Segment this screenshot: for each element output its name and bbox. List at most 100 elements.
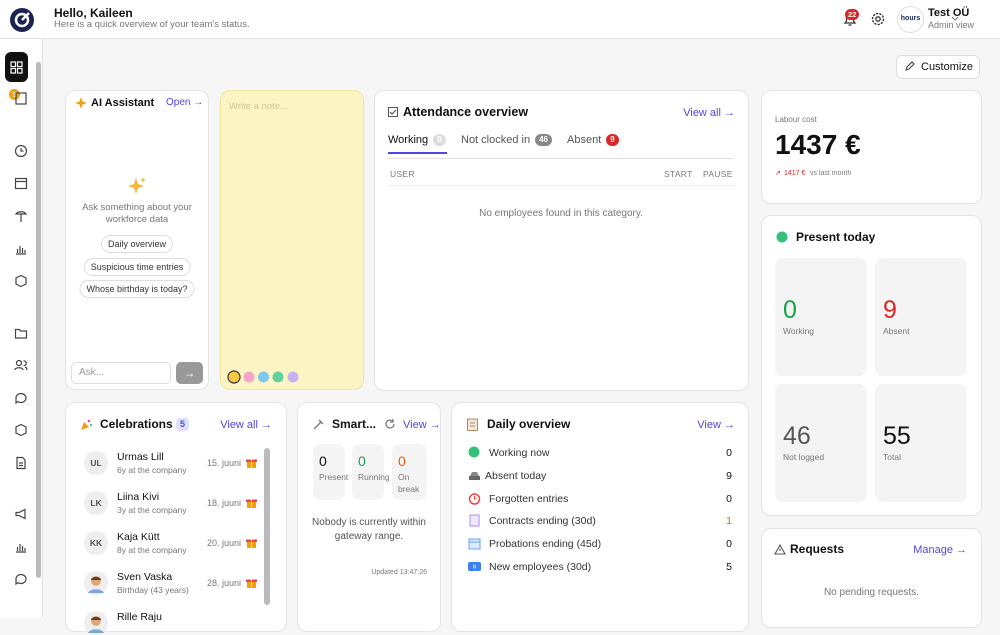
attendance-view-all[interactable]: View all → (683, 107, 735, 119)
color-yellow[interactable] (227, 370, 241, 384)
greeting: Hello, Kaileen (54, 6, 133, 20)
celebrations-card (65, 402, 287, 632)
account-chevron[interactable] (951, 16, 959, 22)
nav-documents[interactable] (14, 456, 28, 470)
dashboard: Hello, Kaileen Here is a quick overview … (0, 6, 1000, 633)
tab-label[interactable]: Absent (567, 134, 602, 146)
nav-statistics[interactable] (14, 540, 28, 554)
app-logo[interactable] (9, 7, 35, 33)
tab-count: 9 (606, 134, 619, 146)
smart-view[interactable]: View → (403, 419, 441, 431)
daily-item-icon (468, 538, 481, 550)
daily-icon (467, 418, 478, 431)
ai-open-link[interactable]: Open → (166, 97, 204, 108)
daily-item-value: 5 (726, 561, 732, 573)
avatar-initials: UL (84, 451, 108, 475)
color-purple[interactable] (287, 371, 299, 383)
celebrations-scrollbar[interactable] (264, 448, 270, 605)
celebration-name[interactable]: Rille Raju (117, 611, 162, 623)
nav-tasks[interactable] (14, 91, 28, 105)
company-logo[interactable] (897, 6, 924, 33)
ai-title: AI Assistant (91, 97, 155, 109)
present-label: Working (783, 326, 815, 336)
nav-messages[interactable] (14, 572, 28, 586)
celebration-name[interactable]: Kaja Kütt (117, 531, 160, 543)
nav-files[interactable] (14, 326, 28, 340)
present-label: Absent (883, 326, 910, 336)
present-value: 0 (783, 296, 797, 324)
smart-updated: Updated 13:47:26 (371, 569, 427, 576)
ai-suggestion[interactable]: Whose birthday is today? (79, 280, 195, 298)
nav-projects[interactable] (14, 274, 28, 288)
labour-cost-card (761, 90, 982, 204)
labour-trend-arrow: ↗ (775, 170, 781, 177)
present-title: Present today (796, 230, 876, 244)
smart-icon (313, 419, 324, 430)
nav-chat[interactable] (14, 391, 28, 405)
avatar-photo (84, 611, 108, 635)
ai-icon (75, 97, 87, 109)
smart-label: On break (398, 472, 420, 494)
note-card[interactable] (220, 90, 364, 390)
tab-label[interactable]: Not clocked in (461, 134, 531, 146)
celebration-detail: 3y at the company (117, 505, 187, 515)
settings-button[interactable] (870, 11, 886, 27)
smart-label: Present (319, 472, 349, 482)
color-pink[interactable] (243, 371, 255, 383)
daily-item-value: 0 (726, 538, 732, 550)
sidebar (0, 39, 43, 618)
smart-value: 0 (398, 453, 406, 469)
pencil-icon (905, 61, 915, 71)
celebration-name[interactable]: Sven Vaska (117, 571, 173, 583)
celebration-detail: 8y at the company (117, 545, 187, 555)
attendance-icon (388, 107, 398, 117)
nav-dashboard-active[interactable] (5, 52, 28, 82)
celebration-detail: 6y at the company (117, 465, 187, 475)
smart-tile (313, 444, 345, 500)
daily-item-icon (469, 472, 480, 480)
daily-view[interactable]: View → (697, 419, 735, 431)
nav-announcements[interactable] (14, 507, 28, 521)
celebration-detail: Birthday (43 years) (117, 585, 189, 595)
nav-calendar[interactable] (14, 176, 28, 190)
nav-people[interactable] (14, 358, 28, 372)
ai-prompt: Ask something about your workforce data (82, 202, 192, 225)
ai-send-button[interactable]: → (176, 362, 203, 384)
daily-item-value: 0 (726, 493, 732, 505)
daily-item-label: Contracts ending (30d) (489, 515, 596, 527)
celebrations-title: Celebrations (100, 417, 173, 431)
ai-suggestion[interactable]: Suspicious time entries (83, 258, 191, 276)
avatar-initials: LK (84, 491, 108, 515)
nav-inventory[interactable] (14, 423, 28, 437)
celebration-name[interactable]: Liina Kivi (117, 491, 160, 503)
celebration-name[interactable]: Urmas Lill (117, 451, 164, 463)
company-name[interactable]: Test OÜ (928, 7, 970, 19)
nav-vacation[interactable] (14, 209, 28, 223)
smart-tile (352, 444, 384, 500)
daily-item-icon (468, 446, 480, 458)
user-role: Admin view (928, 20, 975, 30)
tab-label[interactable]: Working (388, 134, 429, 146)
table-header-divider (388, 185, 734, 186)
daily-item-label: New employees (30d) (489, 561, 592, 573)
ai-input-placeholder: Ask... (79, 367, 105, 378)
ai-input[interactable] (71, 362, 171, 384)
company-logo-text: hours (900, 15, 921, 22)
sidebar-scrollbar[interactable] (36, 62, 41, 578)
color-green[interactable] (272, 371, 284, 383)
requests-manage[interactable]: Manage → (913, 544, 967, 556)
ai-suggestion[interactable]: Daily overview (100, 235, 174, 253)
labour-label: Labour cost (775, 115, 817, 124)
nav-reports[interactable] (14, 242, 28, 256)
present-tile (875, 384, 967, 502)
celebration-gift (246, 539, 257, 548)
celebrations-view-all[interactable]: View all → (220, 419, 272, 431)
ai-sparkle (128, 177, 146, 194)
customize-button[interactable] (896, 55, 980, 79)
refresh-button[interactable] (384, 418, 396, 430)
color-blue[interactable] (258, 371, 269, 383)
nav-time[interactable] (14, 144, 28, 158)
tabs-divider (388, 158, 734, 159)
present-tile (775, 384, 867, 502)
svg-text:N: N (473, 565, 477, 571)
